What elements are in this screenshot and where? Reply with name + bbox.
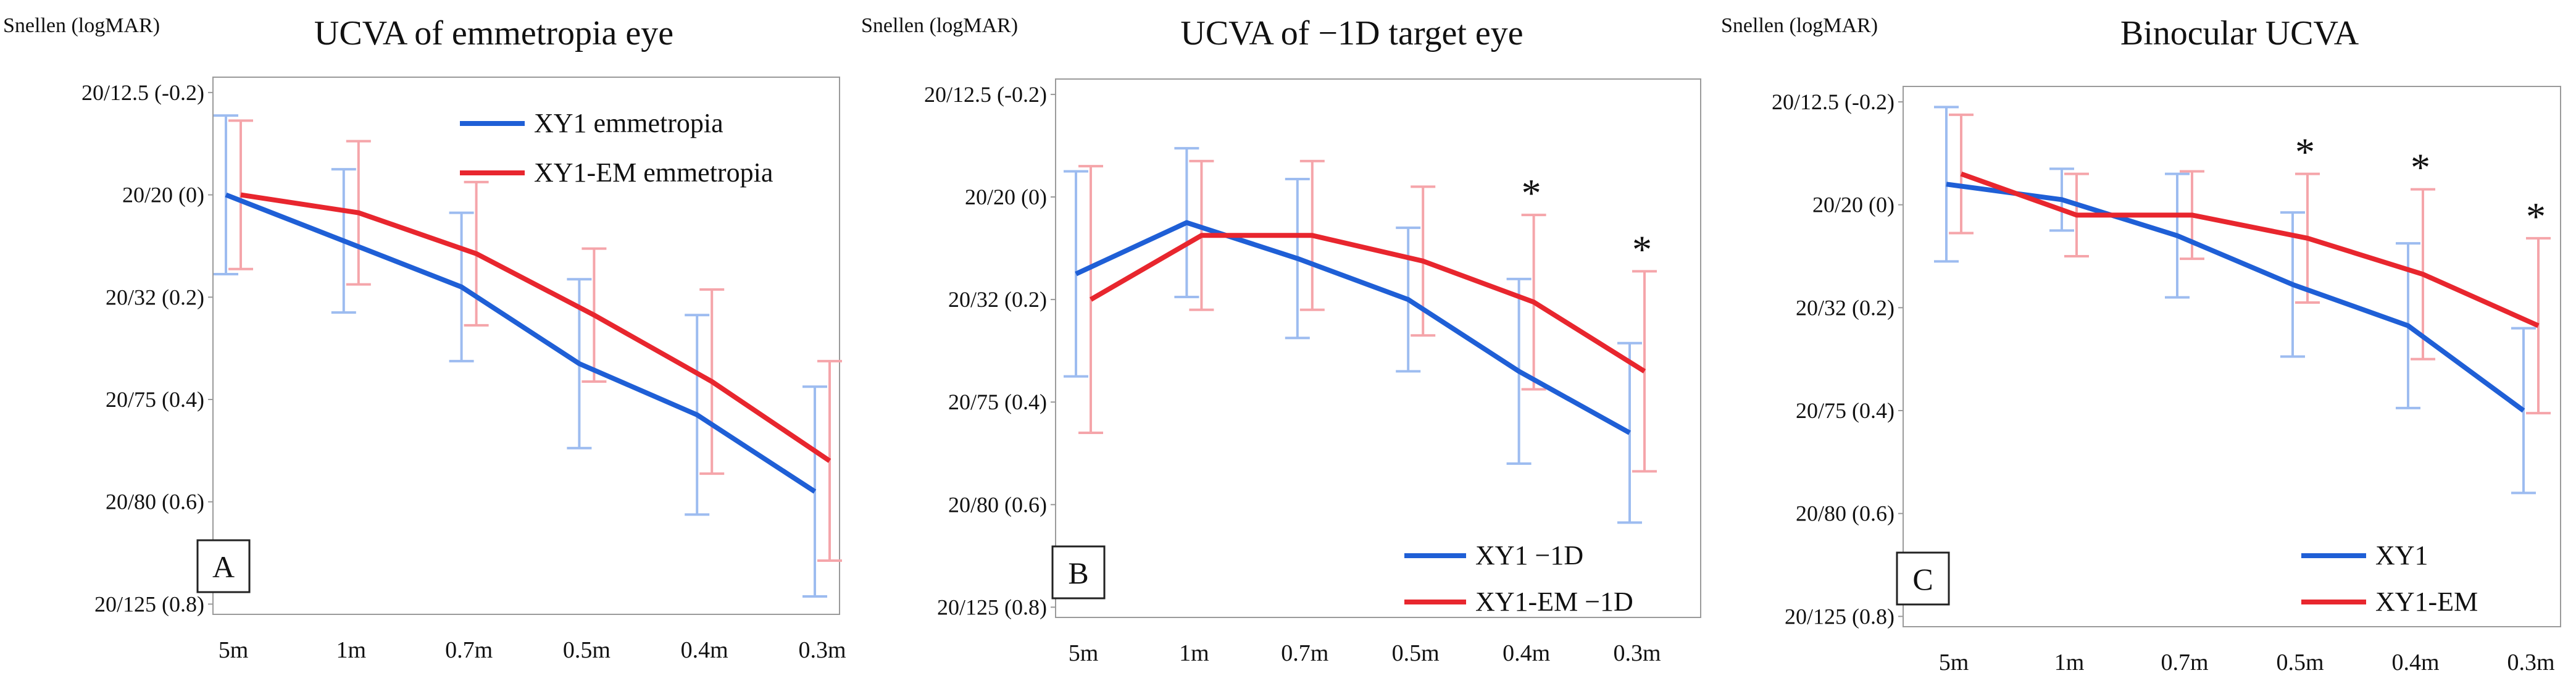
y-tick-label: 20/32 (0.2) bbox=[1796, 295, 1894, 320]
y-tick-label: 20/12.5 (-0.2) bbox=[81, 80, 204, 105]
x-tick-label: 0.5m bbox=[563, 637, 611, 663]
plot-frame bbox=[212, 77, 840, 615]
y-tick-label: 20/20 (0) bbox=[965, 185, 1047, 209]
series-line-xy1-em bbox=[1960, 171, 2540, 328]
x-tick-label: 5m bbox=[219, 637, 249, 663]
y-tick-label: 20/12.5 (-0.2) bbox=[1772, 90, 1894, 114]
x-tick-label: 0.5m bbox=[1392, 640, 1440, 666]
y-tick-label: 20/125 (0.8) bbox=[937, 595, 1047, 619]
legend-label: XY1 bbox=[2375, 540, 2428, 571]
chart-panel-b: UCVA of −1D target eye Snellen (logMAR) 20… bbox=[858, 0, 1718, 673]
x-tick-label: 0.3m bbox=[1613, 640, 1661, 666]
chart-panel-c: Binocular UCVA Snellen (logMAR) 20/12.5 (-… bbox=[1718, 0, 2576, 673]
legend-label: XY1-EM −1D bbox=[1475, 587, 1633, 617]
significance-asterisk: * bbox=[2411, 146, 2430, 190]
x-tick-label: 0.3m bbox=[798, 637, 846, 663]
y-tick-label: 20/32 (0.2) bbox=[106, 285, 204, 309]
x-tick-label: 0.7m bbox=[2161, 650, 2208, 673]
series-xy1-errorbars bbox=[1064, 147, 1642, 524]
x-tick-label: 1m bbox=[336, 637, 367, 663]
series-xy1-em-errorbars bbox=[1078, 159, 1657, 473]
y-tick-label: 20/75 (0.4) bbox=[1796, 398, 1894, 423]
series-line-xy1-em bbox=[1089, 233, 1646, 374]
y-tick-label: 20/80 (0.6) bbox=[106, 490, 204, 514]
series-xy1-errorbars bbox=[1934, 106, 2536, 495]
y-tick-label: 20/80 (0.6) bbox=[948, 492, 1047, 517]
legend-label: XY1 emmetropia bbox=[534, 108, 723, 138]
series-line-xy1 bbox=[1075, 220, 1631, 435]
x-tick-label: 0.4m bbox=[681, 637, 728, 663]
x-tick-label: 0.4m bbox=[1503, 640, 1550, 666]
x-tick-label: 0.5m bbox=[2276, 650, 2324, 673]
x-tick-label: 5m bbox=[1069, 640, 1099, 666]
legend-label: XY1 −1D bbox=[1475, 540, 1583, 571]
y-tick-label: 20/20 (0) bbox=[122, 183, 204, 207]
legend-label: XY1-EM emmetropia bbox=[534, 157, 773, 188]
plot-frame bbox=[1055, 78, 1701, 618]
legend-label: XY1-EM bbox=[2375, 587, 2478, 617]
chart-title: UCVA of −1D target eye bbox=[1180, 14, 1523, 52]
y-tick-label: 20/125 (0.8) bbox=[94, 591, 204, 616]
series-line-xy1-em bbox=[240, 192, 832, 463]
y-tick-label: 20/80 (0.6) bbox=[1796, 501, 1894, 526]
y-tick-label: 20/75 (0.4) bbox=[106, 387, 204, 412]
chart-title: Binocular UCVA bbox=[2120, 14, 2359, 52]
panel-label: B bbox=[1068, 556, 1088, 590]
panel-label: A bbox=[212, 550, 235, 584]
x-tick-label: 5m bbox=[1939, 650, 1969, 673]
series-line-xy1 bbox=[1946, 182, 2525, 413]
panel-label: C bbox=[1912, 562, 1933, 596]
y-tick-label: 20/12.5 (-0.2) bbox=[924, 82, 1047, 107]
panel-label-box bbox=[1051, 545, 1106, 600]
y-tick-label: 20/32 (0.2) bbox=[948, 287, 1047, 312]
series-line-xy1 bbox=[225, 192, 817, 494]
x-tick-label: 1m bbox=[2054, 650, 2085, 673]
x-tick-label: 1m bbox=[1179, 640, 1209, 666]
y-tick-label: 20/125 (0.8) bbox=[1785, 604, 1894, 629]
chart-title: UCVA of emmetropia eye bbox=[314, 14, 673, 52]
significance-asterisk: * bbox=[2295, 130, 2315, 174]
x-tick-label: 0.4m bbox=[2391, 650, 2439, 673]
panel-label-box bbox=[1896, 551, 1950, 606]
x-tick-label: 0.7m bbox=[445, 637, 493, 663]
significance-asterisk: * bbox=[1522, 171, 1541, 215]
y-axis-label: Snellen (logMAR) bbox=[1721, 14, 1878, 37]
y-axis-label: Snellen (logMAR) bbox=[861, 14, 1018, 37]
chart-panel-a: UCVA of emmetropia eye Snellen (logMAR) 20… bbox=[0, 0, 858, 673]
significance-asterisk: * bbox=[2526, 194, 2546, 238]
y-tick-label: 20/20 (0) bbox=[1812, 193, 1894, 217]
x-tick-label: 0.7m bbox=[1281, 640, 1328, 666]
x-tick-label: 0.3m bbox=[2507, 650, 2554, 673]
chart-c-svg: Binocular UCVA Snellen (logMAR) 20/12.5 (-… bbox=[1721, 14, 2561, 673]
panel-label-box bbox=[196, 539, 251, 593]
y-tick-label: 20/75 (0.4) bbox=[948, 390, 1047, 414]
chart-a-svg: UCVA of emmetropia eye Snellen (logMAR) 20… bbox=[3, 14, 846, 663]
y-axis-label: Snellen (logMAR) bbox=[3, 14, 160, 37]
plot-frame bbox=[1903, 86, 2561, 627]
chart-b-svg: UCVA of −1D target eye Snellen (logMAR) 20… bbox=[861, 14, 1701, 666]
significance-asterisk: * bbox=[1632, 227, 1652, 271]
